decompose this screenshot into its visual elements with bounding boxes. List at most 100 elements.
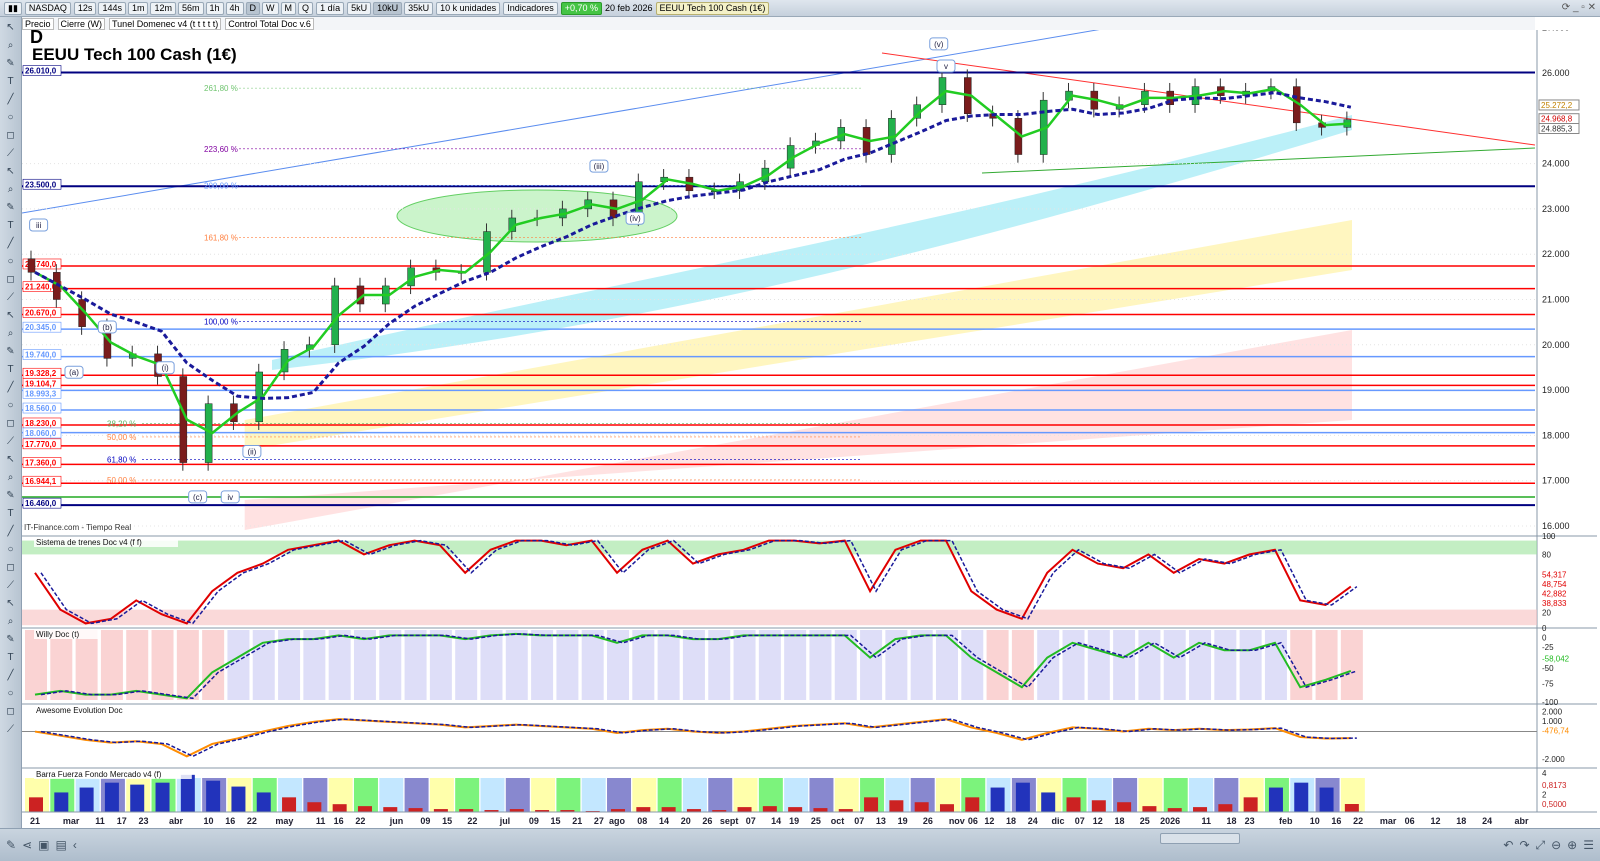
undo-icon[interactable]: ↶: [1503, 838, 1514, 852]
units-35kU[interactable]: 35kU: [404, 1, 434, 15]
drawing-tool-icon[interactable]: ✎: [6, 202, 15, 213]
drawing-tool-icon[interactable]: ○: [7, 400, 14, 411]
drawing-tool-icon[interactable]: ✎: [6, 346, 15, 357]
x-tick-label: 18: [1227, 816, 1237, 826]
drawing-tool-icon[interactable]: ⌕: [7, 616, 14, 627]
drawing-tool-icon[interactable]: ⟋: [7, 148, 14, 159]
drawing-tool-icon[interactable]: ✎: [6, 58, 15, 69]
zoom-out-icon[interactable]: ⊖: [1551, 838, 1562, 852]
overlay-item[interactable]: Tunel Domenec v4 (t t t t t): [109, 17, 222, 30]
willy-zone: [50, 630, 73, 700]
chart-type-icon[interactable]: ▮▮: [4, 1, 22, 15]
drawing-tool-icon[interactable]: ◻: [6, 706, 15, 717]
scroll-left-button[interactable]: ‹: [72, 838, 77, 852]
drawing-tool-icon[interactable]: T: [7, 220, 14, 231]
x-tick-label: mar: [63, 816, 80, 826]
market-strength-zone: [480, 778, 505, 812]
timeframe-1h[interactable]: 1h: [205, 1, 224, 15]
drawing-tool-icon[interactable]: ○: [7, 256, 14, 267]
drawing-tool-icon[interactable]: ○: [7, 688, 14, 699]
drawing-tool-icon[interactable]: ╱: [7, 526, 14, 537]
timeframe-W[interactable]: W: [262, 1, 279, 15]
drawing-tool-icon[interactable]: ⌕: [7, 472, 14, 483]
x-tick-label: feb: [1279, 816, 1293, 826]
drawing-tool-icon[interactable]: ↖: [6, 598, 15, 609]
market-strength-bar: [813, 808, 828, 812]
drawing-tool-icon[interactable]: ◻: [6, 562, 15, 573]
timeframe-M[interactable]: M: [280, 1, 297, 15]
timeframe-1m[interactable]: 1m: [127, 1, 149, 15]
market-strength-bar: [864, 797, 879, 812]
market-strength-bar: [535, 810, 550, 812]
pencil-icon[interactable]: ✎: [6, 838, 17, 852]
overlay-item[interactable]: Cierre (W): [57, 17, 106, 30]
symbol-select[interactable]: NASDAQ: [24, 1, 71, 15]
willy-zone: [303, 630, 326, 700]
x-tick-label: 26: [702, 816, 712, 826]
willy-zone: [1087, 630, 1110, 700]
drawing-tool-icon[interactable]: ⟋: [7, 724, 14, 735]
timeframe-144s[interactable]: 144s: [98, 1, 126, 15]
drawing-tool-icon[interactable]: T: [7, 508, 14, 519]
drawing-tool-icon[interactable]: ⟋: [7, 580, 14, 591]
willy-zone: [531, 630, 554, 700]
price-level-tag: [22, 388, 62, 399]
drawing-tool-icon[interactable]: ↖: [6, 310, 15, 321]
drawing-tool-icon[interactable]: ⟋: [7, 292, 14, 303]
drawing-tool-icon[interactable]: ✎: [6, 490, 15, 501]
zoom-fit-icon[interactable]: ⤢: [1535, 837, 1546, 852]
x-tick-label: 10: [204, 816, 214, 826]
drawing-tool-icon[interactable]: ↖: [6, 454, 15, 465]
price-chart[interactable]: 27.00026.00024.00023.00022.00021.00020.0…: [22, 30, 1600, 828]
settings-icon[interactable]: ☰: [1583, 838, 1594, 852]
drawing-tool-icon[interactable]: ⌕: [7, 328, 14, 339]
drawing-tool-icon[interactable]: ⌕: [7, 40, 14, 51]
drawing-tool-icon[interactable]: T: [7, 76, 14, 87]
drawing-tool-icon[interactable]: ◻: [6, 418, 15, 429]
timeframe-D[interactable]: D: [245, 1, 261, 15]
indicator-readout: 42,882: [1542, 589, 1567, 598]
drawing-tool-icon[interactable]: ○: [7, 112, 14, 123]
units-select[interactable]: 10 k unidades: [436, 1, 501, 15]
drawing-tool-icon[interactable]: ⌕: [7, 184, 14, 195]
indicator-line: [34, 632, 1352, 700]
indicators-button[interactable]: Indicadores: [503, 1, 558, 15]
drawing-tool-icon[interactable]: ✎: [6, 634, 15, 645]
drawing-tool-icon[interactable]: ╱: [7, 670, 14, 681]
wave-label-box: [155, 361, 175, 375]
drawing-tool-icon[interactable]: ○: [7, 544, 14, 555]
period-select[interactable]: 1 día: [316, 1, 345, 15]
drawing-tool-icon[interactable]: ◻: [6, 274, 15, 285]
drawing-tool-icon[interactable]: ╱: [7, 94, 14, 105]
drawing-tool-icon[interactable]: T: [7, 652, 14, 663]
timeframe-4h[interactable]: 4h: [225, 1, 244, 15]
layout-icon[interactable]: ▤: [55, 838, 67, 852]
timeframe-12m[interactable]: 12m: [150, 1, 176, 15]
timeframe-Q[interactable]: Q: [298, 1, 314, 15]
window-controls[interactable]: ⟳ _ ▫ ✕: [1561, 2, 1596, 13]
timeframe-56m[interactable]: 56m: [178, 1, 204, 15]
drawing-tool-icon[interactable]: ⟋: [7, 436, 14, 447]
horizontal-scrollbar[interactable]: [1160, 833, 1240, 844]
drawing-tool-icon[interactable]: ↖: [6, 22, 15, 33]
indicator-line: [34, 539, 1352, 625]
fib-label: 200,00 %: [204, 182, 238, 191]
drawing-tool-icon[interactable]: T: [7, 364, 14, 375]
redo-icon[interactable]: ↷: [1519, 838, 1530, 852]
chat-icon[interactable]: ▣: [38, 838, 50, 852]
share-icon[interactable]: ⋖: [22, 838, 33, 852]
overlay-item[interactable]: Control Total Doc v.6: [225, 17, 314, 30]
x-tick-label: 27: [594, 816, 604, 826]
units-10kU[interactable]: 10kU: [373, 1, 403, 15]
wave-label-box: [625, 211, 645, 225]
price-level-label: 18.560,0: [25, 404, 57, 413]
drawing-tool-icon[interactable]: ╱: [7, 382, 14, 393]
x-tick-label: abr: [169, 816, 184, 826]
units-5kU[interactable]: 5kU: [347, 1, 372, 15]
drawing-tool-icon[interactable]: ↖: [6, 166, 15, 177]
zoom-in-icon[interactable]: ⊕: [1567, 838, 1578, 852]
drawing-tool-icon[interactable]: ◻: [6, 130, 15, 141]
overlay-item[interactable]: Precio: [22, 17, 54, 30]
timeframe-12s[interactable]: 12s: [73, 1, 97, 15]
drawing-tool-icon[interactable]: ╱: [7, 238, 14, 249]
